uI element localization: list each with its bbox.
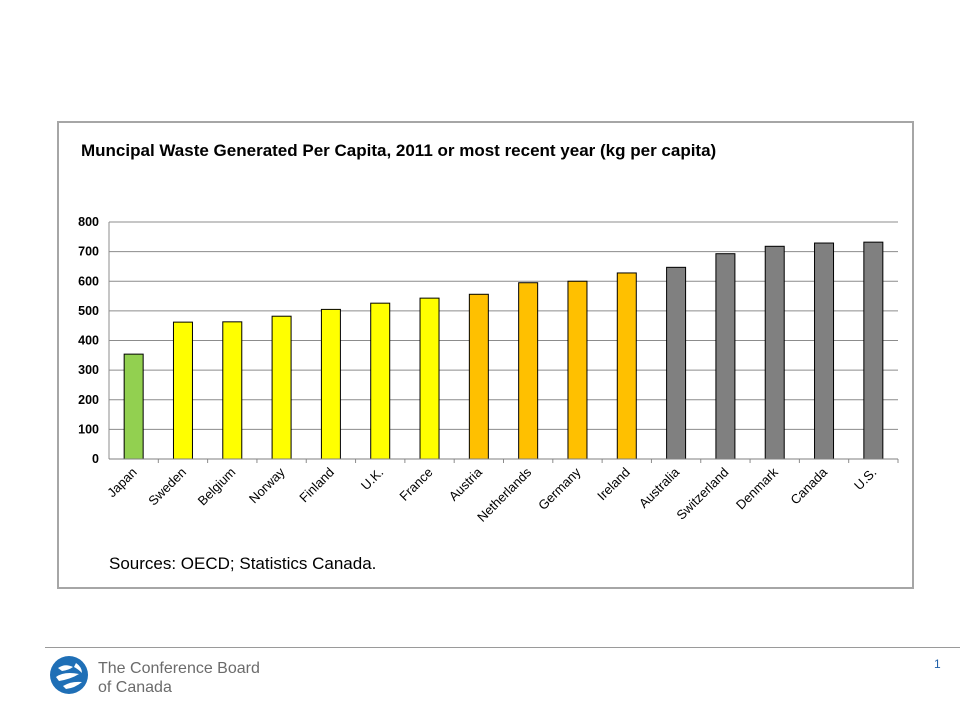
org-name-line2: of Canada bbox=[98, 679, 172, 696]
bar-norway bbox=[271, 315, 292, 460]
x-tick-label: Denmark bbox=[733, 464, 781, 512]
x-tick-label: Austria bbox=[446, 464, 486, 504]
y-tick-label: 400 bbox=[78, 334, 99, 348]
bar-finland bbox=[320, 308, 341, 460]
y-tick-label: 600 bbox=[78, 274, 99, 288]
bar-chart: Muncipal Waste Generated Per Capita, 201… bbox=[78, 141, 899, 573]
x-tick-label: U.S. bbox=[851, 465, 879, 493]
chart-title: Muncipal Waste Generated Per Capita, 201… bbox=[81, 141, 716, 160]
bar-germany bbox=[567, 280, 588, 460]
bar-netherlands bbox=[518, 282, 539, 460]
bar-denmark bbox=[764, 245, 785, 460]
bar-belgium bbox=[222, 321, 243, 460]
y-tick-label: 200 bbox=[78, 393, 99, 407]
bar-u-k bbox=[370, 302, 391, 460]
x-tick-label: Sweden bbox=[145, 465, 189, 509]
y-tick-label: 300 bbox=[78, 363, 99, 377]
footer-divider bbox=[45, 647, 960, 648]
source-note: Sources: OECD; Statistics Canada. bbox=[109, 554, 376, 573]
bar-france bbox=[419, 297, 440, 460]
x-tick-label: Switzerland bbox=[673, 465, 731, 523]
bar-japan bbox=[123, 353, 144, 460]
bar-ireland bbox=[616, 272, 637, 460]
bar-australia bbox=[666, 266, 687, 460]
y-tick-label: 500 bbox=[78, 304, 99, 318]
y-axis-ticks: 0 100 200 300 400 500 600 700 800 bbox=[78, 215, 99, 466]
x-tick-label: Finland bbox=[296, 465, 337, 506]
x-tick-label: Belgium bbox=[195, 465, 239, 509]
x-tick-label: France bbox=[396, 465, 435, 504]
bar-switzerland bbox=[715, 253, 736, 460]
x-tick-label: U.K. bbox=[358, 465, 386, 493]
bar-austria bbox=[468, 293, 489, 460]
x-tick-label: Germany bbox=[535, 464, 584, 513]
y-tick-label: 100 bbox=[78, 422, 99, 436]
page-number: 1 bbox=[934, 657, 941, 671]
x-tick-label: Netherlands bbox=[474, 464, 535, 525]
x-tick-label: Ireland bbox=[594, 465, 633, 504]
x-tick-label: Norway bbox=[246, 464, 288, 506]
org-name-line1: The Conference Board bbox=[98, 660, 260, 677]
bar-u-s bbox=[863, 241, 884, 460]
chart-frame: Muncipal Waste Generated Per Capita, 201… bbox=[57, 121, 914, 589]
x-axis-labels: Japan Sweden Belgium Norway Finland U.K. Franc… bbox=[104, 464, 879, 525]
y-tick-label: 0 bbox=[92, 452, 99, 466]
y-tick-label: 700 bbox=[78, 245, 99, 259]
bar-canada bbox=[814, 242, 835, 460]
x-tick-label: Canada bbox=[787, 464, 830, 507]
x-tick-label: Japan bbox=[104, 465, 140, 501]
bar-sweden bbox=[172, 321, 193, 460]
bars bbox=[109, 241, 899, 463]
x-tick-label: Australia bbox=[636, 464, 683, 511]
conference-board-globe-icon bbox=[50, 656, 88, 694]
y-tick-label: 800 bbox=[78, 215, 99, 229]
organization-name: The Conference Board of Canada bbox=[98, 659, 298, 697]
